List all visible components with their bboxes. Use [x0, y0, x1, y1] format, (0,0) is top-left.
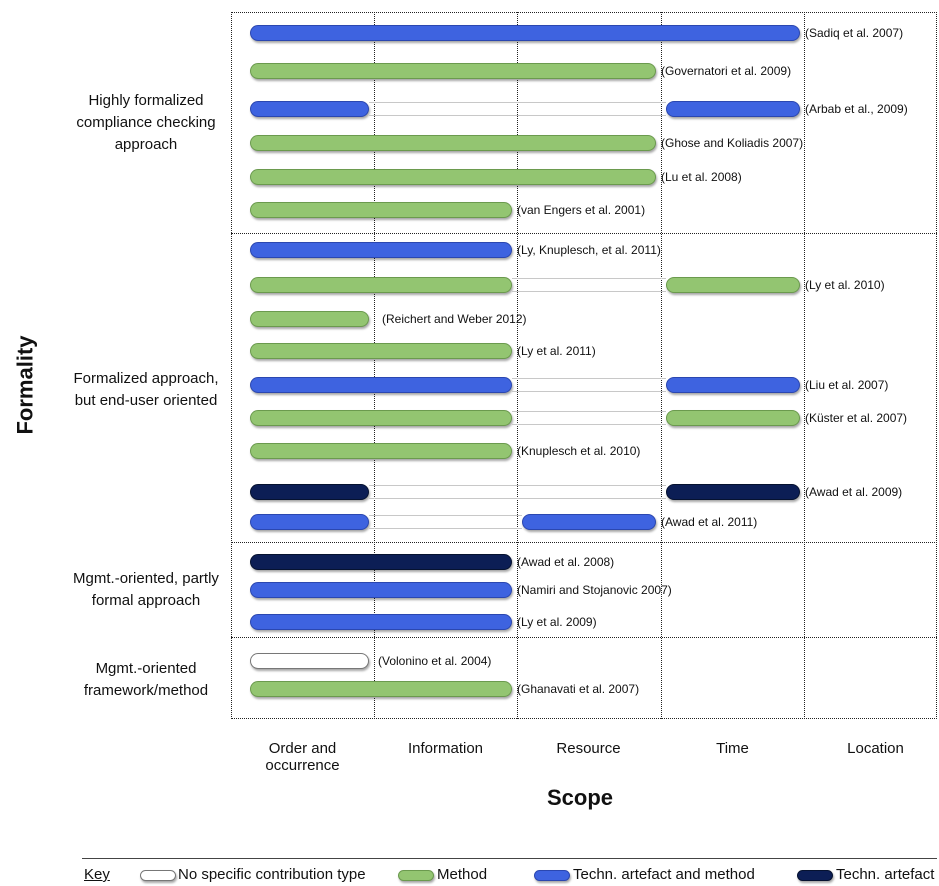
- contribution-bar: [666, 101, 800, 117]
- group-label-highly-formalized: Highly formalized compliance checking ap…: [76, 92, 216, 153]
- column-divider: [517, 12, 518, 719]
- matrix-frame: [231, 12, 937, 719]
- reference-label: (Reichert and Weber 2012): [382, 312, 527, 326]
- contribution-bar: [250, 63, 656, 79]
- column-divider: [661, 12, 662, 719]
- contribution-bar: [666, 410, 800, 426]
- reference-label: (Ghose and Koliadis 2007): [661, 136, 804, 150]
- group-divider: [231, 637, 937, 638]
- key-label-techn-artefact: Techn. artefact: [836, 866, 935, 883]
- column-label-location: Location: [847, 740, 904, 757]
- segment-connector: [369, 485, 666, 499]
- key-swatch-techn-artefact: [797, 870, 833, 881]
- contribution-bar: [250, 514, 369, 530]
- reference-label: (Ly et al. 2011): [517, 344, 596, 358]
- reference-label: (Ly et al. 2010): [805, 278, 885, 292]
- column-label-information: Information: [407, 740, 484, 757]
- contribution-bar: [250, 554, 512, 570]
- contribution-bar: [522, 514, 656, 530]
- key-swatch-no-specific: [140, 870, 176, 881]
- contribution-bar: [250, 311, 369, 327]
- contribution-bar: [250, 101, 369, 117]
- reference-label: (Ghanavati et al. 2007): [517, 682, 640, 696]
- contribution-bar: [250, 443, 512, 459]
- key-swatch-method: [398, 870, 434, 881]
- contribution-bar: [250, 614, 512, 630]
- contribution-bar: [666, 377, 800, 393]
- reference-label: (Awad et al. 2011): [661, 515, 758, 529]
- contribution-bar: [250, 25, 800, 41]
- group-label-mgmt-framework: Mgmt.-oriented framework/method: [83, 660, 209, 699]
- segment-connector: [512, 278, 666, 292]
- contribution-bar: [250, 582, 512, 598]
- group-divider: [231, 542, 937, 543]
- contribution-bar: [250, 377, 512, 393]
- key-title: Key: [84, 866, 110, 883]
- contribution-bar: [250, 242, 512, 258]
- contribution-bar: [250, 135, 656, 151]
- reference-label: (Volonino et al. 2004): [378, 654, 492, 668]
- key-label-techn-artefact-and-method: Techn. artefact and method: [573, 866, 755, 883]
- contribution-bar: [250, 169, 656, 185]
- group-divider: [231, 233, 937, 234]
- reference-label: (Arbab et al., 2009): [805, 102, 908, 116]
- segment-connector: [512, 378, 666, 392]
- y-axis-title: Formality: [13, 335, 38, 435]
- contribution-bar: [250, 653, 369, 669]
- key-label-method: Method: [437, 866, 488, 883]
- column-label-resource: Resource: [556, 740, 621, 757]
- reference-label: (Ly, Knuplesch, et al. 2011): [517, 243, 661, 257]
- column-label-order: Order and occurrence: [265, 740, 340, 774]
- reference-label: (Awad et al. 2009): [805, 485, 903, 499]
- reference-label: (Namiri and Stojanovic 2007): [517, 583, 672, 597]
- key-rule: [82, 858, 937, 859]
- contribution-bar: [250, 681, 512, 697]
- column-label-time: Time: [716, 740, 749, 757]
- contribution-bar: [250, 410, 512, 426]
- column-divider: [374, 12, 375, 719]
- contribution-bar: [250, 343, 512, 359]
- column-divider: [804, 12, 805, 719]
- group-label-formalized-end-user: Formalized approach, but end-user orient…: [73, 370, 219, 409]
- reference-label: (van Engers et al. 2001): [517, 203, 646, 217]
- contribution-bar: [666, 277, 800, 293]
- reference-label: (Governatori et al. 2009): [661, 64, 792, 78]
- reference-label: (Sadiq et al. 2007): [805, 26, 904, 40]
- contribution-bar: [250, 277, 512, 293]
- group-label-mgmt-partly-formal: Mgmt.-oriented, partly formal approach: [73, 570, 219, 609]
- x-axis-title: Scope: [546, 785, 614, 810]
- segment-connector: [369, 515, 522, 529]
- reference-label: (Küster et al. 2007): [805, 411, 908, 425]
- segment-connector: [369, 102, 666, 116]
- contribution-bar: [250, 484, 369, 500]
- segment-connector: [512, 411, 666, 425]
- reference-label: (Ly et al. 2009): [517, 615, 597, 629]
- reference-label: (Liu et al. 2007): [805, 378, 889, 392]
- contribution-bar: [250, 202, 512, 218]
- contribution-bar: [666, 484, 800, 500]
- key-label-no-specific: No specific contribution type: [178, 866, 366, 883]
- reference-label: (Knuplesch et al. 2010): [517, 444, 641, 458]
- key-swatch-techn-artefact-and-method: [534, 870, 570, 881]
- reference-label: (Awad et al. 2008): [517, 555, 615, 569]
- reference-label: (Lu et al. 2008): [661, 170, 742, 184]
